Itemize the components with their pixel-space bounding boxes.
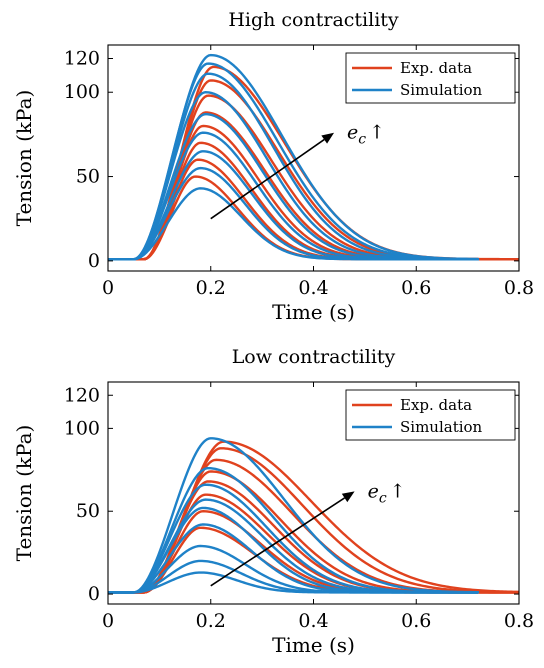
legend-label: Simulation <box>400 81 483 99</box>
x-tick-label: 0 <box>102 277 114 299</box>
legend: Exp. data Simulation <box>346 390 515 440</box>
y-tick-label: 50 <box>76 166 100 188</box>
arrow-head-icon <box>342 491 355 502</box>
y-tick-label: 120 <box>64 47 100 69</box>
y-axis-label: Tension (kPa) <box>12 425 36 562</box>
ec-symbol: e <box>368 480 379 502</box>
legend: Exp. data Simulation <box>346 53 515 103</box>
x-tick-label: 0 <box>102 610 114 632</box>
y-tick-label: 100 <box>64 81 100 103</box>
series-group <box>108 438 519 592</box>
up-arrow-icon: ↑ <box>369 122 385 144</box>
chart-panel-low-contractility: Low contractility 0 0.2 0.4 0.6 0.8 0 50 100 120 T… <box>12 346 534 657</box>
x-tick-label: 0.2 <box>196 610 226 632</box>
x-tick-label: 0.4 <box>298 277 328 299</box>
chart-panel-high-contractility: High contractility 0 0.2 0.4 0.6 0.8 0 50 100 120… <box>12 9 534 324</box>
x-tick-label: 0.6 <box>401 610 431 632</box>
x-axis-label: Time (s) <box>272 300 355 324</box>
legend-label: Exp. data <box>400 59 472 77</box>
ec-symbol: e <box>347 122 358 144</box>
chart-title: High contractility <box>228 9 399 31</box>
legend-label: Exp. data <box>400 396 472 414</box>
x-axis-label: Time (s) <box>272 633 355 657</box>
y-tick-label: 120 <box>64 384 100 406</box>
legend-label: Simulation <box>400 418 483 436</box>
up-arrow-icon: ↑ <box>390 480 406 502</box>
x-tick-label: 0.2 <box>196 277 226 299</box>
ec-subscript: c <box>358 132 366 148</box>
ec-label: ec ↑ <box>368 480 406 506</box>
x-tick-label: 0.8 <box>504 610 534 632</box>
ec-subscript: c <box>379 490 387 506</box>
arrow-head-icon <box>321 133 334 144</box>
y-tick-label: 50 <box>76 500 100 522</box>
x-tick-label: 0.6 <box>401 277 431 299</box>
y-tick-label: 0 <box>88 583 100 605</box>
chart-title: Low contractility <box>232 346 396 368</box>
x-tick-label: 0.8 <box>504 277 534 299</box>
y-axis-label: Tension (kPa) <box>12 90 36 227</box>
ec-label: ec ↑ <box>347 122 385 148</box>
x-tick-label: 0.4 <box>298 610 328 632</box>
y-tick-label: 100 <box>64 417 100 439</box>
y-tick-label: 0 <box>88 250 100 272</box>
